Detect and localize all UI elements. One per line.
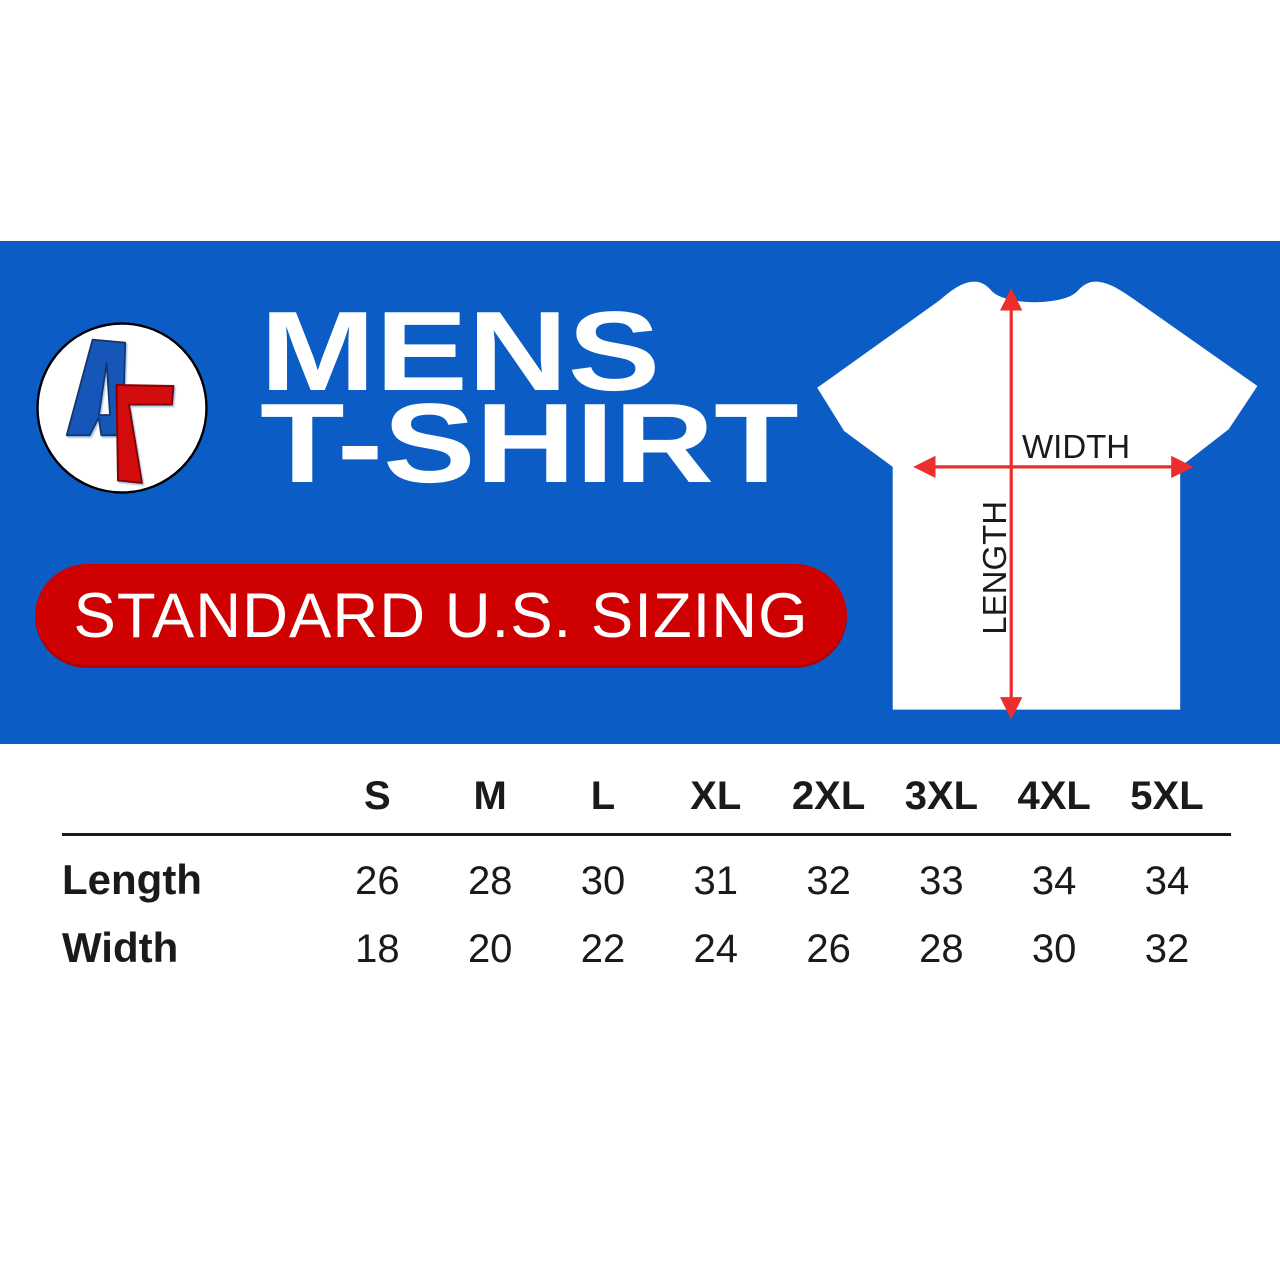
svg-text:WIDTH: WIDTH (1022, 428, 1130, 465)
svg-text:LENGTH: LENGTH (976, 501, 1013, 635)
